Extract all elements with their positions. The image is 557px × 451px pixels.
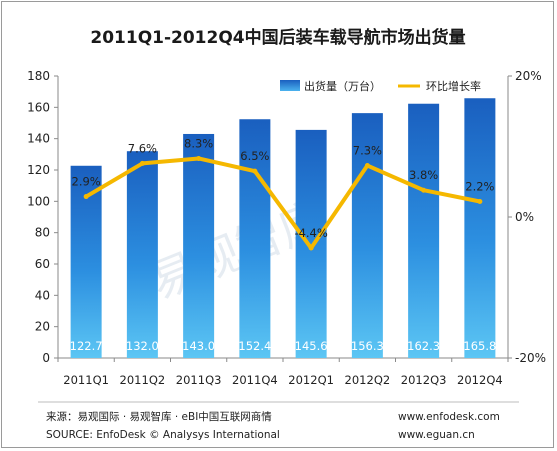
footer-url-1: www.enfodesk.com bbox=[398, 411, 500, 423]
bar bbox=[126, 151, 158, 358]
growth-value-label: 2.9% bbox=[72, 175, 101, 189]
bar bbox=[351, 113, 383, 358]
y2-tick-label: 0% bbox=[515, 210, 534, 224]
growth-point bbox=[83, 194, 89, 200]
y-tick-label: 80 bbox=[35, 226, 50, 240]
x-tick-label: 2012Q1 bbox=[288, 373, 334, 387]
bar-value-label: 165.8 bbox=[463, 339, 496, 353]
growth-value-label: 7.3% bbox=[353, 144, 382, 158]
x-tick-label: 2011Q2 bbox=[120, 373, 166, 387]
bar-labels: 122.7 132.0 143.0 152.4 145.6 156.3 162.3 165.8 bbox=[70, 339, 497, 353]
bar-value-label: 145.6 bbox=[295, 339, 328, 353]
growth-value-label: 7.6% bbox=[128, 141, 157, 155]
category-labels: 2011Q1 2011Q2 2011Q3 2011Q4 2012Q1 2012Q2 2012… bbox=[63, 373, 502, 387]
bar-value-label: 132.0 bbox=[126, 339, 159, 353]
y-tick-label: 140 bbox=[27, 132, 50, 146]
growth-value-label: -4.4% bbox=[294, 226, 327, 240]
y-tick-label: 0 bbox=[42, 351, 50, 365]
growth-labels: 2.9% 7.6% 8.3% 6.5% -4.4% 7.3% 3.8% 2.2% bbox=[72, 136, 495, 240]
bar bbox=[239, 119, 271, 359]
growth-point bbox=[477, 198, 483, 204]
growth-point bbox=[421, 187, 427, 193]
footer-source-en: SOURCE: EnfoDesk © Analysys Internationa… bbox=[46, 429, 280, 441]
growth-value-label: 8.3% bbox=[184, 136, 213, 150]
chart-title: 2011Q1-2012Q4中国后装车载导航市场出货量 bbox=[90, 27, 465, 48]
bar-value-label: 122.7 bbox=[70, 339, 103, 353]
bar bbox=[464, 98, 496, 358]
bar bbox=[183, 133, 215, 358]
y-tick-label: 100 bbox=[27, 194, 50, 208]
bars bbox=[70, 98, 496, 359]
growth-line bbox=[83, 155, 483, 251]
y-tick-label: 120 bbox=[27, 163, 50, 177]
y-tick-label: 40 bbox=[35, 288, 50, 302]
bar-value-label: 143.0 bbox=[182, 339, 215, 353]
y2-tick-label: -20% bbox=[515, 351, 546, 365]
growth-point bbox=[364, 163, 370, 169]
bar-value-label: 162.3 bbox=[407, 339, 440, 353]
growth-point bbox=[308, 245, 314, 251]
bar bbox=[295, 129, 327, 358]
bar-value-label: 152.4 bbox=[238, 339, 271, 353]
legend: 出货量（万台） 环比增长率 bbox=[280, 79, 481, 93]
y2-tick-label: 20% bbox=[515, 69, 542, 83]
y-tick-label: 160 bbox=[27, 100, 50, 114]
y-tick-label: 20 bbox=[35, 320, 50, 334]
growth-point bbox=[196, 155, 202, 161]
bar bbox=[408, 103, 440, 358]
x-tick-label: 2012Q2 bbox=[345, 373, 391, 387]
footer-url-2: www.eguan.cn bbox=[398, 429, 475, 441]
x-tick-label: 2011Q1 bbox=[63, 373, 109, 387]
y-tick-label: 180 bbox=[27, 69, 50, 83]
growth-point bbox=[139, 160, 145, 166]
legend-line-label: 环比增长率 bbox=[426, 79, 481, 93]
bar-value-label: 156.3 bbox=[351, 339, 384, 353]
growth-line-path bbox=[84, 156, 482, 251]
x-tick-label: 2012Q3 bbox=[401, 373, 447, 387]
x-tick-label: 2012Q4 bbox=[457, 373, 503, 387]
growth-value-label: 2.2% bbox=[465, 179, 494, 193]
x-tick-label: 2011Q4 bbox=[232, 373, 278, 387]
growth-value-label: 3.8% bbox=[409, 168, 438, 182]
growth-point bbox=[252, 168, 258, 174]
footer-source-cn: 来源：易观国际 · 易观智库 · eBI中国互联网商情 bbox=[46, 410, 272, 423]
legend-bar-swatch bbox=[280, 80, 300, 91]
x-tick-label: 2011Q3 bbox=[176, 373, 222, 387]
y-tick-label: 60 bbox=[35, 257, 50, 271]
legend-bar-label: 出货量（万台） bbox=[304, 79, 381, 93]
growth-value-label: 6.5% bbox=[240, 149, 269, 163]
